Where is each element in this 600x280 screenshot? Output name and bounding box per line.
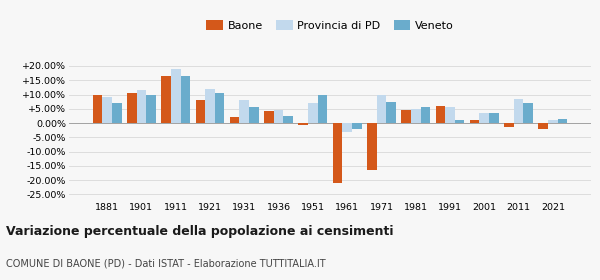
Bar [161,76,171,123]
Bar [333,123,343,183]
Bar [445,107,455,123]
Bar [548,120,557,123]
Bar [386,102,396,123]
Bar [377,95,386,123]
Bar [283,116,293,123]
Bar [249,107,259,123]
Legend: Baone, Provincia di PD, Veneto: Baone, Provincia di PD, Veneto [206,20,454,31]
Bar [239,100,249,123]
Bar [264,111,274,123]
Bar [557,119,567,123]
Bar [181,76,190,123]
Bar [514,99,523,123]
Bar [137,90,146,123]
Bar [146,95,156,123]
Text: COMUNE DI BAONE (PD) - Dati ISTAT - Elaborazione TUTTITALIA.IT: COMUNE DI BAONE (PD) - Dati ISTAT - Elab… [6,259,326,269]
Bar [112,103,122,123]
Bar [171,69,181,123]
Text: Variazione percentuale della popolazione ai censimenti: Variazione percentuale della popolazione… [6,225,394,238]
Bar [274,110,283,123]
Bar [470,120,479,123]
Bar [127,93,137,123]
Bar [308,103,317,123]
Bar [352,123,362,129]
Bar [298,123,308,125]
Bar [479,113,489,123]
Bar [538,123,548,129]
Bar [205,89,215,123]
Bar [103,97,112,123]
Bar [455,120,464,123]
Bar [215,93,224,123]
Bar [196,100,205,123]
Bar [367,123,377,170]
Bar [504,123,514,127]
Bar [489,113,499,123]
Bar [421,107,430,123]
Bar [401,110,411,123]
Bar [317,95,327,123]
Bar [411,109,421,123]
Bar [230,117,239,123]
Bar [436,106,445,123]
Bar [93,95,103,123]
Bar [343,123,352,132]
Bar [523,103,533,123]
